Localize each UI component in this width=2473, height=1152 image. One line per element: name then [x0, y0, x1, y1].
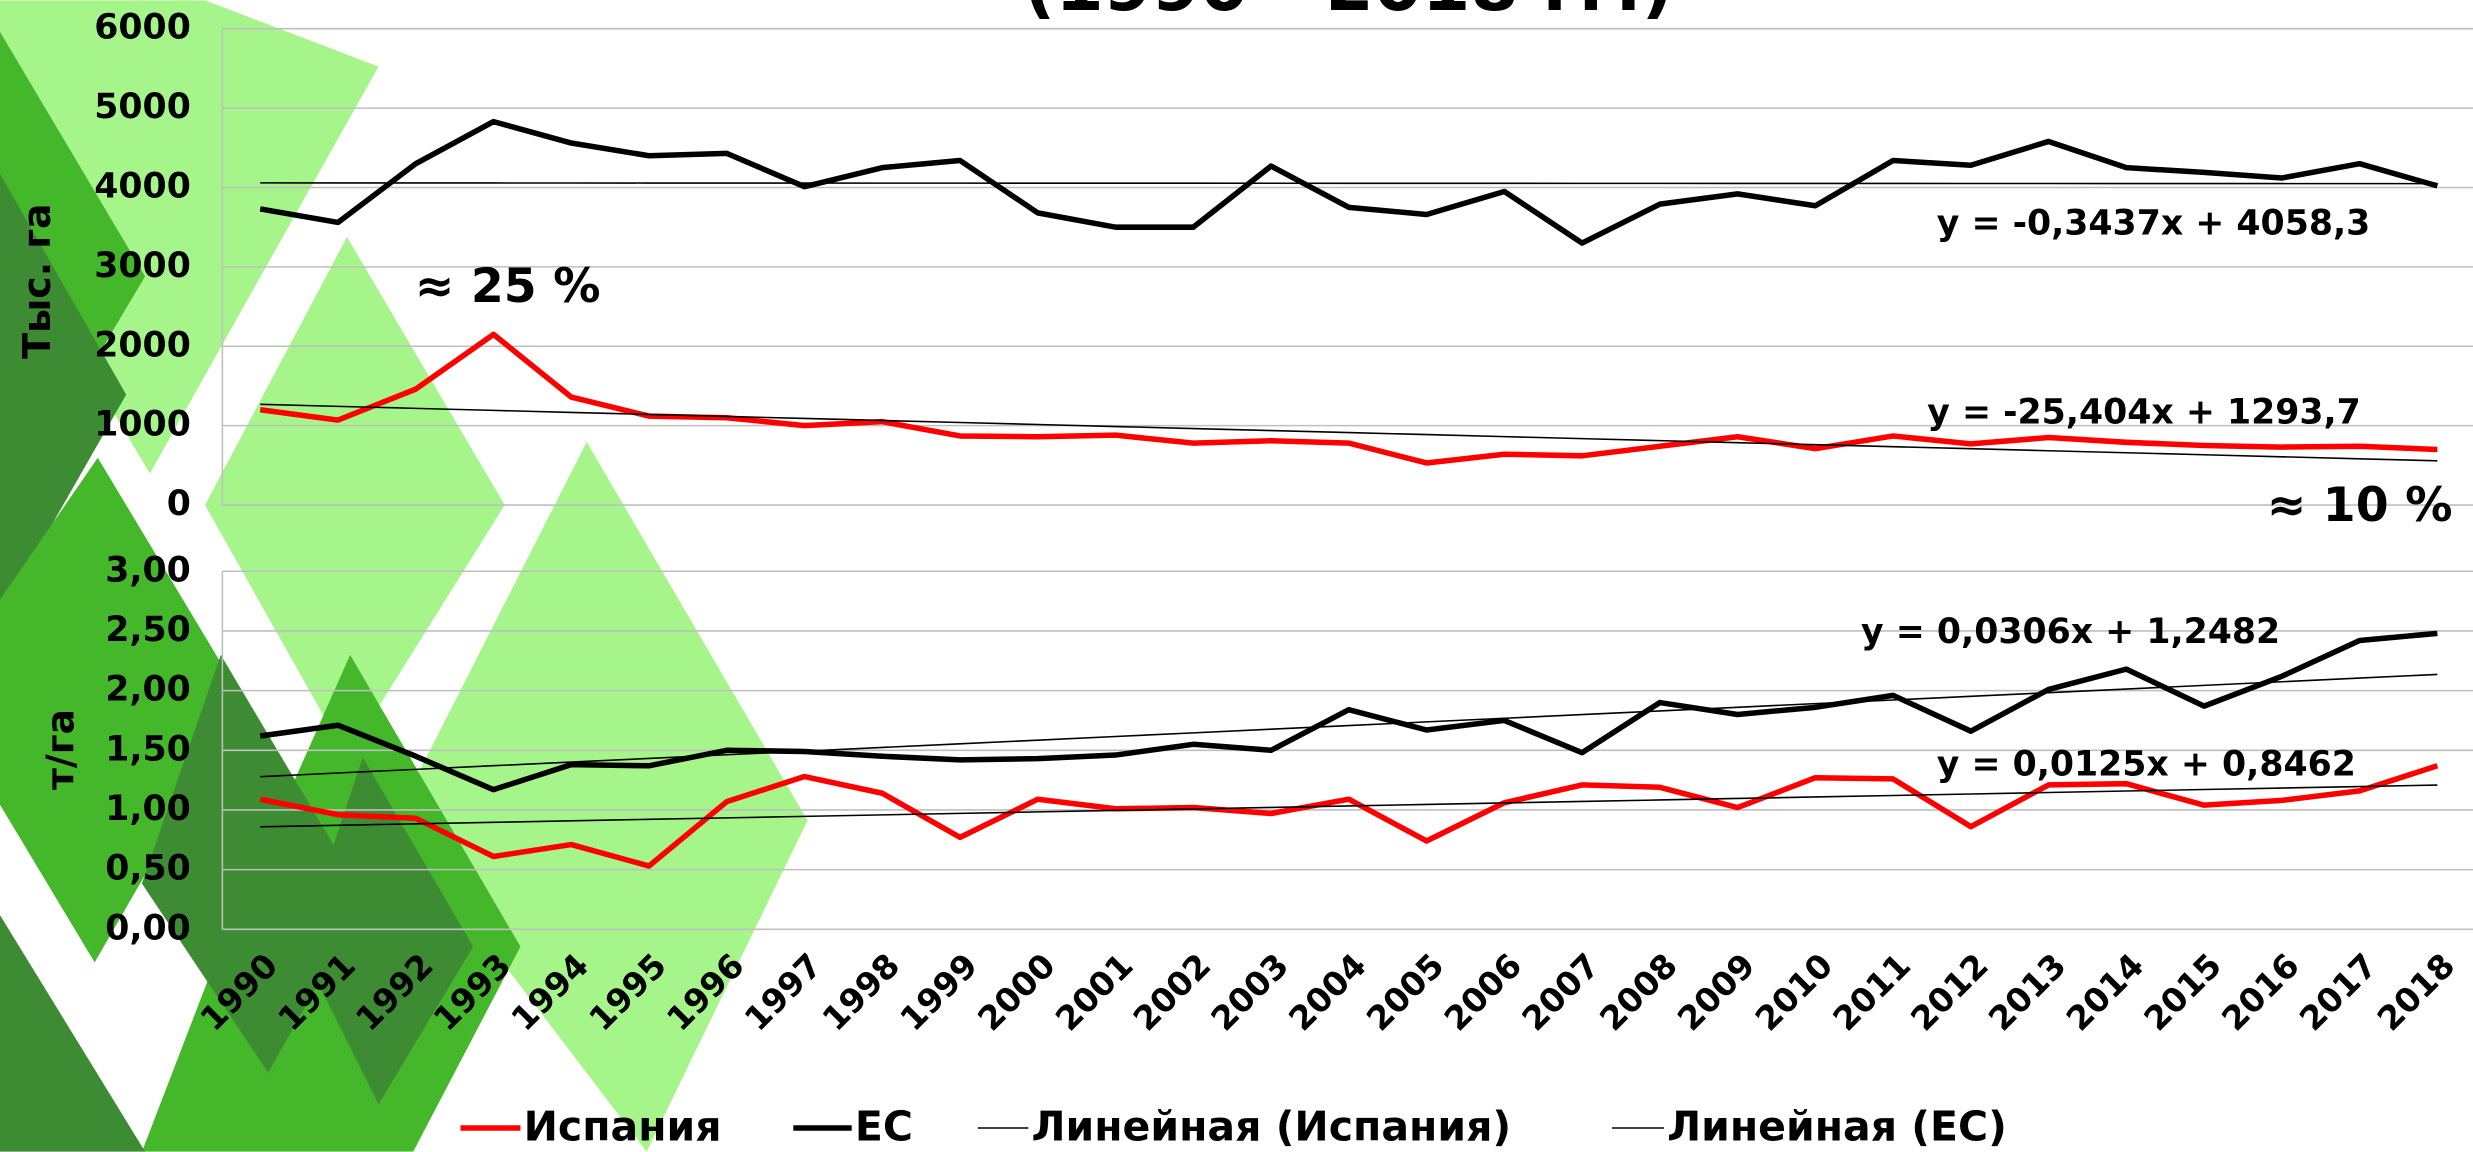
annotation: y = -0,3437x + 4058,3: [1937, 203, 2371, 243]
legend-label: Линейная (ЕС): [1667, 1103, 2007, 1151]
x-tick-label: 2000: [970, 946, 1063, 1039]
x-tick-label: 2006: [1437, 946, 1530, 1039]
y-axis-title: Тыс. га: [15, 203, 59, 358]
y-tick-label: 2000: [94, 325, 191, 365]
annotation: y = 0,0125x + 0,8462: [1937, 744, 2356, 784]
x-tick-label: 2012: [1903, 946, 1996, 1039]
legend-label: Испания: [524, 1103, 722, 1151]
legend-label: Линейная (Испания): [1031, 1103, 1511, 1151]
x-tick-label: 2015: [2136, 946, 2229, 1039]
x-tick-label: 2004: [1281, 946, 1374, 1039]
legend-label: ЕС: [855, 1103, 913, 1151]
y-tick-label: 0: [167, 484, 191, 524]
legend-item: ЕС: [793, 1103, 913, 1151]
legend-item: Линейная (Испания): [978, 1103, 1511, 1151]
annotation: y = 0,0306x + 1,2482: [1861, 612, 2280, 652]
y-tick-label: 3000: [94, 246, 191, 286]
y-tick-label: 0,00: [105, 908, 191, 948]
x-tick-label: 2005: [1359, 946, 1452, 1039]
x-tick-label: 2008: [1592, 946, 1685, 1039]
x-tick-label: 2011: [1825, 946, 1918, 1039]
legend-item: Линейная (ЕС): [1612, 1103, 2007, 1151]
x-tick-label: 2001: [1048, 946, 1141, 1039]
series-line: [260, 183, 2437, 184]
y-tick-label: 4000: [94, 166, 191, 206]
y-tick-label: 1000: [94, 405, 191, 445]
x-tick-label: 2018: [2370, 946, 2463, 1039]
y-tick-label: 5000: [94, 87, 191, 127]
x-tick-label: 2003: [1203, 946, 1296, 1039]
y-tick-label: 2,50: [105, 610, 191, 650]
y-tick-label: 6000: [94, 8, 191, 48]
x-tick-label: 2010: [1748, 946, 1841, 1039]
annotation: ≈ 10 %: [2267, 478, 2453, 533]
x-tick-label: 1997: [737, 946, 830, 1039]
y-tick-label: 3,00: [105, 550, 191, 590]
x-tick-label: 1999: [892, 946, 985, 1039]
y-axis-title: т/га: [39, 709, 83, 790]
x-tick-label: 1998: [815, 946, 908, 1039]
x-tick-label: 2007: [1514, 946, 1607, 1039]
x-tick-label: 2009: [1670, 946, 1763, 1039]
title: (1990 - 2018 гг.): [1024, 0, 1674, 27]
legend-item: Испания: [461, 1103, 722, 1151]
x-tick-label: 2014: [2059, 946, 2152, 1039]
x-tick-label: 2017: [2292, 946, 2385, 1039]
y-tick-label: 1,50: [105, 729, 191, 769]
x-tick-label: 2002: [1126, 946, 1219, 1039]
x-tick-label: 2016: [2214, 946, 2307, 1039]
y-tick-label: 1,00: [105, 789, 191, 829]
y-tick-label: 2,00: [105, 670, 191, 710]
y-tick-label: 0,50: [105, 849, 191, 889]
annotation: ≈ 25 %: [415, 259, 601, 314]
slide: (1990 - 2018 гг.) 0 1000 2000 3000 4000 5000 6…: [0, 0, 2473, 1152]
annotation: y = -25,404x + 1293,7: [1927, 393, 2361, 433]
x-tick-label: 2013: [1981, 946, 2074, 1039]
